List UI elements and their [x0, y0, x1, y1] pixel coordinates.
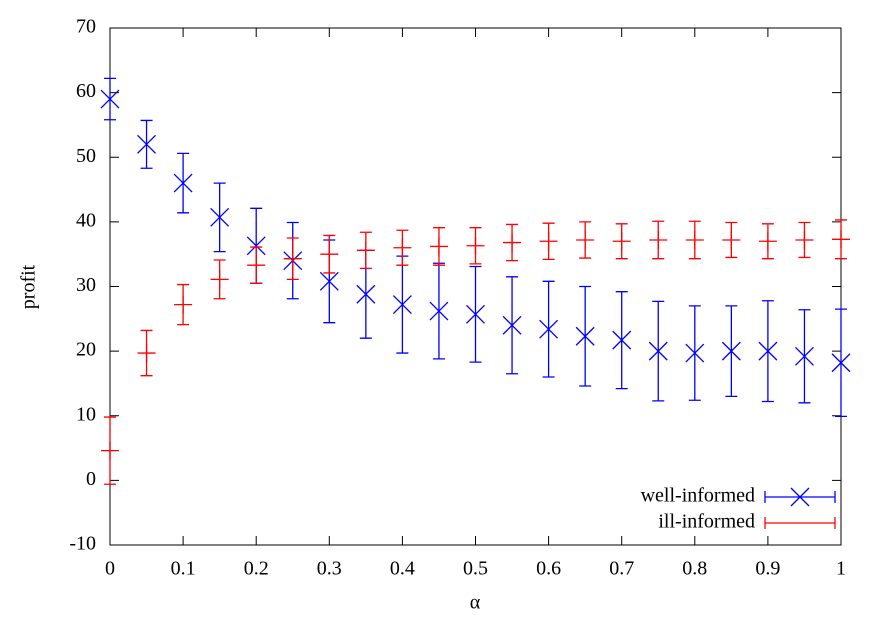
- marker: [795, 230, 814, 249]
- x-tick-label: 0.1: [171, 558, 196, 580]
- x-tick-label: 0.6: [536, 558, 561, 580]
- legend-label: ill-informed: [658, 511, 755, 533]
- marker: [648, 341, 668, 361]
- x-tick-label: 0: [105, 558, 115, 580]
- x-tick-label: 0.9: [755, 558, 780, 580]
- marker: [790, 487, 810, 507]
- marker: [831, 353, 851, 373]
- x-axis-label: α: [470, 592, 481, 614]
- x-tick-label: 1: [836, 558, 846, 580]
- marker: [320, 245, 339, 264]
- x-tick-label: 0.3: [317, 558, 342, 580]
- x-tick-label: 0.7: [609, 558, 634, 580]
- marker: [392, 295, 412, 315]
- marker: [794, 346, 814, 366]
- marker: [137, 134, 157, 154]
- marker: [539, 232, 558, 251]
- legend-sample: [764, 517, 836, 529]
- marker: [429, 237, 448, 256]
- x-tick-label: 0.2: [244, 558, 269, 580]
- marker: [539, 319, 559, 339]
- marker: [174, 295, 193, 314]
- marker: [722, 230, 741, 249]
- marker: [466, 304, 485, 324]
- marker: [210, 270, 229, 289]
- marker: [612, 232, 631, 251]
- marker: [612, 330, 632, 350]
- marker: [649, 230, 668, 249]
- y-tick-label: 40: [76, 209, 96, 231]
- y-tick-label: 60: [76, 80, 96, 102]
- marker: [393, 238, 412, 257]
- y-tick-label: 30: [76, 274, 96, 296]
- marker: [246, 236, 266, 256]
- marker: [173, 173, 193, 193]
- marker: [466, 236, 485, 255]
- marker: [137, 344, 156, 363]
- x-tick-label: 0.4: [390, 558, 415, 580]
- marker: [502, 315, 522, 335]
- x-tick-label: 0.8: [682, 558, 707, 580]
- marker: [210, 207, 230, 227]
- marker: [685, 230, 704, 249]
- marker: [247, 256, 266, 275]
- marker: [356, 241, 375, 260]
- marker: [356, 284, 376, 304]
- marker: [721, 341, 741, 361]
- y-tick-label: 0: [86, 468, 96, 490]
- marker: [283, 249, 302, 268]
- y-tick-label: -10: [69, 533, 96, 555]
- marker: [758, 232, 777, 251]
- marker: [503, 233, 522, 252]
- marker: [758, 341, 778, 361]
- marker: [575, 326, 595, 346]
- x-tick-label: 0.5: [463, 558, 488, 580]
- marker: [685, 343, 705, 363]
- legend-label: well-informed: [641, 485, 755, 507]
- y-axis-label: profit: [18, 264, 40, 309]
- y-tick-label: 20: [76, 339, 96, 361]
- marker: [101, 441, 119, 460]
- marker: [832, 230, 850, 249]
- marker: [319, 271, 339, 291]
- y-tick-label: 50: [76, 145, 96, 167]
- y-tick-label: 70: [76, 16, 96, 38]
- y-tick-label: 10: [76, 403, 96, 425]
- marker: [100, 89, 120, 109]
- marker: [429, 301, 449, 321]
- marker: [576, 230, 595, 249]
